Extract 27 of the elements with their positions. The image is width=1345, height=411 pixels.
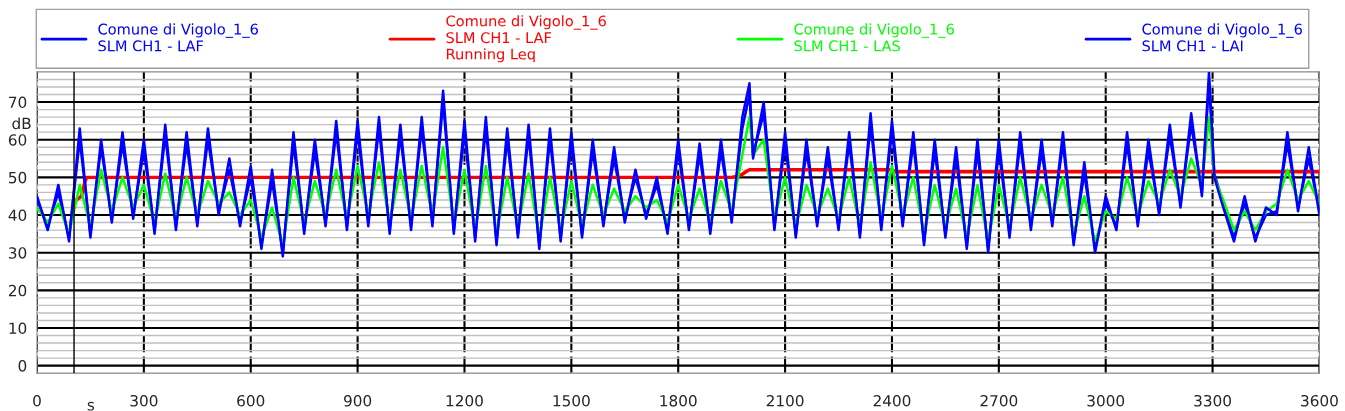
x-tick-label: 2100 — [766, 394, 804, 407]
y-tick-label: 60 — [8, 134, 27, 146]
x-tick-label: 3600 — [1301, 394, 1338, 407]
legend-label: Comune di Vigolo_1_6 SLM CH1 - LAF — [98, 23, 258, 52]
y-axis-title: dB — [12, 117, 31, 130]
y-tick-label: 10 — [9, 322, 27, 335]
x-tick-label: 900 — [343, 394, 372, 407]
y-tick-label: 40 — [8, 209, 27, 222]
x-axis-title: s — [87, 401, 95, 411]
legend-label: Comune di Vigolo_1_6 SLM CH1 - LAF Running Leq — [446, 15, 606, 63]
x-tick-label: 1200 — [446, 394, 483, 407]
x-tick-label: 1800 — [660, 394, 697, 407]
x-tick-label: 0 — [33, 394, 41, 407]
x-tick-label: 600 — [237, 394, 265, 407]
x-tick-label: 3300 — [1194, 394, 1231, 407]
y-tick-label: 30 — [8, 247, 27, 259]
y-tick-label: 50 — [9, 171, 27, 184]
x-tick-label: 1500 — [553, 394, 590, 407]
y-tick-label: 0 — [18, 360, 27, 372]
legend-label: Comune di Vigolo_1_6 SLM CH1 - LAS — [794, 23, 954, 52]
legend-label: Comune di Vigolo_1_6 SLM CH1 - LAI — [1142, 23, 1302, 52]
y-tick-label: 70 — [9, 96, 27, 109]
y-tick-label: 20 — [8, 284, 27, 297]
x-tick-label: 2700 — [980, 394, 1018, 407]
x-tick-label: 300 — [130, 394, 158, 407]
x-tick-label: 3000 — [1087, 394, 1125, 407]
x-tick-label: 2400 — [873, 394, 911, 407]
